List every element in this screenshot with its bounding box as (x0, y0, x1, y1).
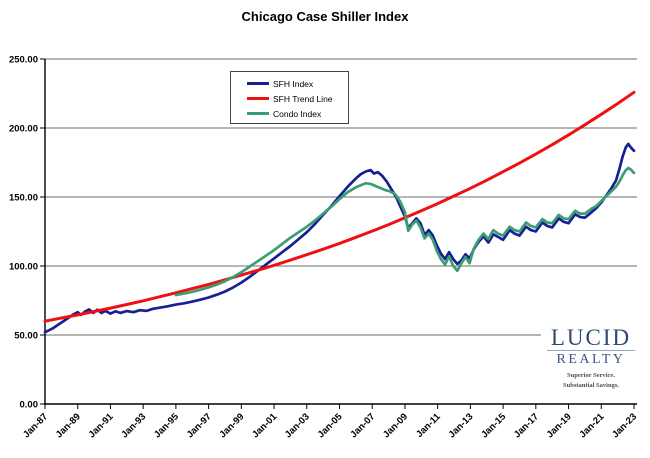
condo-index-line-swatch (247, 112, 269, 115)
logo-divider (547, 350, 635, 351)
legend-label: SFH Trend Line (273, 93, 333, 104)
logo: LUCID REALTY Superior Service. Substanti… (541, 320, 641, 398)
sfh-index-line-swatch (247, 82, 269, 85)
series-line-sfh-index (43, 142, 636, 334)
x-tick-label: Jan-97 (185, 411, 214, 440)
chart-title: Chicago Case Shiller Index (241, 9, 409, 24)
x-tick-label: Jan-87 (21, 411, 50, 440)
logo-tagline: Superior Service. Substantial Savings. (541, 371, 641, 391)
logo-tagline-line2: Substantial Savings. (563, 381, 619, 389)
x-tick-label: Jan-21 (577, 411, 607, 441)
y-tick-label: 250.00 (9, 55, 38, 66)
x-tick-label: Jan-15 (479, 411, 509, 441)
series-line-sfh-trend-line (43, 90, 636, 323)
x-tick-label: Jan-01 (250, 411, 280, 441)
x-tick-label: Jan-05 (316, 411, 346, 441)
x-tick-label: Jan-13 (446, 411, 475, 440)
x-tick-label: Jan-93 (119, 411, 148, 440)
sfh-trend-line-swatch (247, 97, 269, 100)
x-tick-label: Jan-19 (545, 411, 574, 440)
legend-item-sfh-index: SFH Index (231, 76, 348, 91)
x-tick-label: Jan-99 (217, 411, 246, 440)
legend-label: SFH Index (273, 78, 314, 89)
x-tick-label: Jan-91 (86, 411, 116, 441)
legend-label: Condo Index (273, 108, 322, 119)
x-tick-label: Jan-09 (381, 411, 410, 440)
x-tick-label: Jan-89 (54, 411, 83, 440)
logo-wordmark-realty: REALTY (556, 352, 626, 367)
logo-wordmark: LUCID (550, 325, 632, 350)
y-tick-label: 50.00 (14, 331, 38, 342)
series-line-condo-index (174, 166, 636, 297)
x-tick-label: Jan-23 (610, 411, 639, 440)
x-tick-label: Jan-95 (152, 411, 182, 441)
y-tick-label: 100.00 (9, 262, 38, 273)
x-tick-label: Jan-03 (283, 411, 312, 440)
x-tick-label: Jan-07 (348, 411, 377, 440)
x-tick-label: Jan-11 (414, 411, 443, 440)
legend-item-condo-index: Condo Index (231, 106, 348, 121)
y-tick-label: 0.00 (20, 400, 39, 411)
logo-tagline-line1: Superior Service. (567, 372, 615, 379)
legend-item-sfh-trend-line: SFH Trend Line (231, 91, 348, 106)
legend: SFH Index SFH Trend Line Condo Index (230, 71, 349, 124)
x-tick-label: Jan-17 (512, 411, 541, 440)
y-tick-label: 200.00 (9, 124, 38, 135)
y-tick-label: 150.00 (9, 193, 38, 204)
